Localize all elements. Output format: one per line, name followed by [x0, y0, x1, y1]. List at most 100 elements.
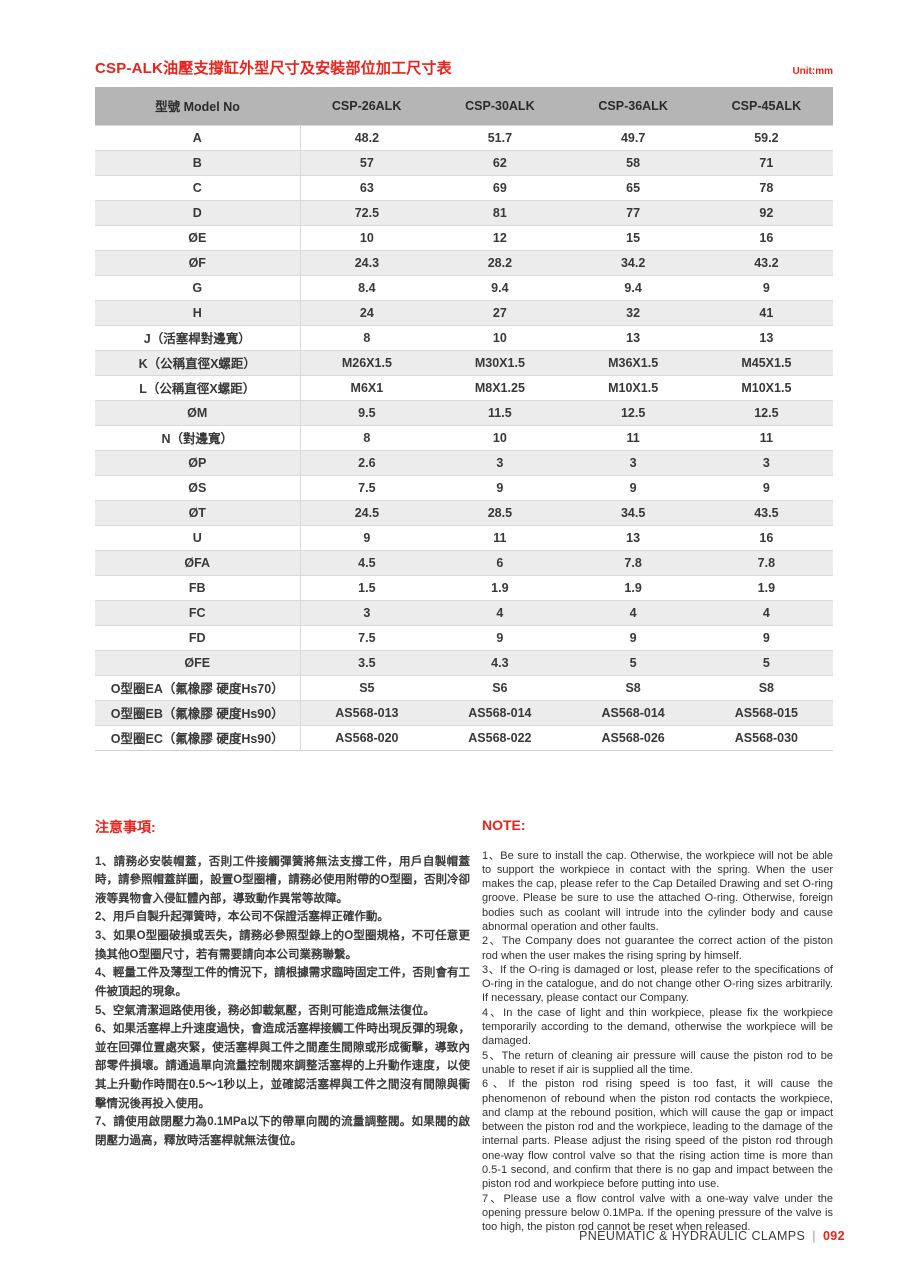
table-cell: 24.3: [300, 249, 434, 275]
table-cell: 57: [300, 149, 434, 175]
row-label: D: [95, 199, 301, 225]
table-row: U 9 11 13 16: [95, 524, 833, 550]
row-label: C: [95, 174, 301, 200]
row-label: L（公稱直徑X螺距）: [95, 374, 301, 400]
table-row: G 8.4 9.4 9.4 9: [95, 274, 833, 300]
table-row: A 48.2 51.7 49.7 59.2: [95, 124, 833, 150]
row-label: O型圈EA（氟橡膠 硬度Hs70）: [95, 674, 301, 700]
row-label: A: [95, 124, 301, 150]
table-cell: 7.8: [699, 549, 833, 575]
table-cell: 6: [433, 549, 567, 575]
notes-en-heading: NOTE:: [482, 816, 526, 833]
table-cell: 9: [566, 474, 700, 500]
note-item: 5、The return of cleaning air pressure wi…: [482, 1049, 833, 1076]
table-cell: 78: [699, 174, 833, 200]
table-cell: AS568-026: [566, 724, 700, 750]
table-cell: 1.5: [300, 574, 434, 600]
row-label: FC: [95, 599, 301, 625]
column-header-model: 型號 Model No: [95, 87, 300, 125]
table-cell: 4: [433, 599, 567, 625]
table-row: ØFE 3.5 4.3 5 5: [95, 649, 833, 675]
notes-section: 注意事項: 1、請務必安裝帽蓋，否則工件接觸彈簧將無法支撐工件，用戶自製帽蓋時，…: [95, 817, 833, 1235]
row-label: ØT: [95, 499, 301, 525]
table-row: O型圈EC（氟橡膠 硬度Hs90） AS568-020 AS568-022 AS568…: [95, 724, 833, 750]
table-cell: M36X1.5: [566, 349, 700, 375]
row-label: B: [95, 149, 301, 175]
row-label: FB: [95, 574, 301, 600]
table-cell: 65: [566, 174, 700, 200]
table-cell: 24: [300, 299, 434, 325]
footer-separator: |: [812, 1229, 816, 1243]
table-row: L（公稱直徑X螺距） M6X1 M8X1.25 M10X1.5 M10X1.5: [95, 374, 833, 400]
table-cell: 9: [566, 624, 700, 650]
row-label: ØF: [95, 249, 301, 275]
table-cell: 4.3: [433, 649, 567, 675]
table-cell: 15: [566, 224, 700, 250]
table-cell: 9: [300, 524, 434, 550]
note-item: 4、輕量工件及薄型工件的情況下，請根據需求臨時固定工件，否則會有工件被頂起的現象…: [95, 967, 470, 998]
note-item: 2、用戶自製升起彈簧時，本公司不保證活塞桿正確作動。: [95, 911, 389, 924]
table-row: O型圈EB（氟橡膠 硬度Hs90） AS568-013 AS568-014 AS568…: [95, 699, 833, 725]
table-cell: 32: [566, 299, 700, 325]
note-item: 7、Please use a flow control valve with a…: [482, 1192, 833, 1234]
table-row: FC 3 4 4 4: [95, 599, 833, 625]
table-cell: AS568-020: [300, 724, 434, 750]
table-row: FD 7.5 9 9 9: [95, 624, 833, 650]
table-cell: M26X1.5: [300, 349, 434, 375]
column-header-csp36alk: CSP-36ALK: [566, 87, 700, 125]
table-cell: 81: [433, 199, 567, 225]
table-cell: 43.5: [699, 499, 833, 525]
table-row: K（公稱直徑X螺距） M26X1.5 M30X1.5 M36X1.5 M45X1.5: [95, 349, 833, 375]
table-cell: 7.8: [566, 549, 700, 575]
table-cell: AS568-013: [300, 699, 434, 725]
table-cell: M6X1: [300, 374, 434, 400]
table-cell: 13: [699, 324, 833, 350]
table-cell: 58: [566, 149, 700, 175]
table-row: C 63 69 65 78: [95, 174, 833, 200]
table-row: ØS 7.5 9 9 9: [95, 474, 833, 500]
table-row: D 72.5 81 77 92: [95, 199, 833, 225]
table-row: ØP 2.6 3 3 3: [95, 449, 833, 475]
table-cell: 4.5: [300, 549, 434, 575]
note-item: 3、If the O-ring is damaged or lost, plea…: [482, 963, 833, 1005]
table-cell: 12.5: [699, 399, 833, 425]
table-row: ØF 24.3 28.2 34.2 43.2: [95, 249, 833, 275]
table-cell: 13: [566, 524, 700, 550]
table-header-row: 型號 Model No CSP-26ALK CSP-30ALK CSP-36AL…: [95, 87, 833, 125]
table-cell: 48.2: [300, 124, 434, 150]
table-cell: 28.5: [433, 499, 567, 525]
table-cell: 8: [300, 324, 434, 350]
note-item: 3、如果O型圈破損或丟失，請務必參照型錄上的O型圈規格，不可任意更換其他O型圈尺…: [95, 930, 470, 961]
table-cell: 72.5: [300, 199, 434, 225]
table-cell: M10X1.5: [566, 374, 700, 400]
row-label: ØS: [95, 474, 301, 500]
table-cell: 3: [566, 449, 700, 475]
notes-en-list: 1、Be sure to install the cap. Otherwise,…: [482, 849, 833, 1235]
table-row: H 24 27 32 41: [95, 299, 833, 325]
column-header-csp45alk: CSP-45ALK: [699, 87, 833, 125]
row-label: ØM: [95, 399, 301, 425]
table-row: ØT 24.5 28.5 34.5 43.5: [95, 499, 833, 525]
table-cell: M8X1.25: [433, 374, 567, 400]
table-cell: 3: [433, 449, 567, 475]
table-cell: 9: [433, 474, 567, 500]
table-cell: 9: [699, 624, 833, 650]
notes-english: NOTE: 1、Be sure to install the cap. Othe…: [482, 817, 833, 1235]
table-cell: 63: [300, 174, 434, 200]
table-cell: 4: [699, 599, 833, 625]
note-item: 4、In the case of light and thin workpiec…: [482, 1006, 833, 1048]
table-cell: 24.5: [300, 499, 434, 525]
table-cell: AS568-022: [433, 724, 567, 750]
table-cell: 51.7: [433, 124, 567, 150]
table-cell: 10: [433, 324, 567, 350]
table-cell: 9: [433, 624, 567, 650]
table-cell: 2.6: [300, 449, 434, 475]
table-cell: 1.9: [433, 574, 567, 600]
row-label: O型圈EB（氟橡膠 硬度Hs90）: [95, 699, 301, 725]
table-cell: 13: [566, 324, 700, 350]
table-cell: S8: [699, 674, 833, 700]
table-row: ØE 10 12 15 16: [95, 224, 833, 250]
row-label: H: [95, 299, 301, 325]
table-row: ØM 9.5 11.5 12.5 12.5: [95, 399, 833, 425]
